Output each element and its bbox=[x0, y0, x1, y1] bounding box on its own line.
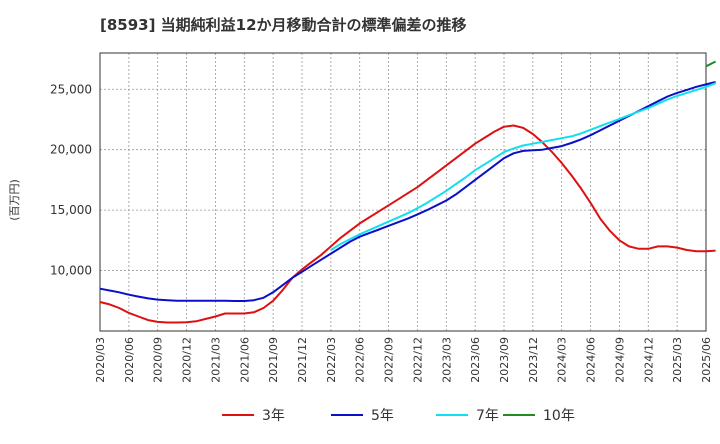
x-tick-label: 2025/03 bbox=[671, 337, 684, 383]
x-tick-label: 2021/06 bbox=[238, 337, 251, 383]
x-tick-label: 2024/09 bbox=[613, 337, 626, 383]
series-line-5年 bbox=[99, 81, 716, 302]
series-line-3年 bbox=[99, 124, 716, 324]
chart-title: [8593] 当期純利益12か月移動合計の標準偏差の推移 bbox=[100, 16, 467, 34]
x-tick-label: 2021/03 bbox=[209, 337, 222, 383]
x-tick-label: 2023/06 bbox=[469, 337, 482, 383]
plot-frame bbox=[99, 52, 707, 332]
x-tick-label: 2020/03 bbox=[94, 337, 107, 383]
x-tick-label: 2021/09 bbox=[267, 337, 280, 383]
x-tick-label: 2022/12 bbox=[411, 337, 424, 383]
x-tick-label: 2020/06 bbox=[123, 337, 136, 383]
x-tick-label: 2023/03 bbox=[440, 337, 453, 383]
legend-label: 5年 bbox=[371, 408, 394, 424]
y-tick-labels: 10,000 15,000 20,000 25,000 bbox=[50, 82, 92, 277]
y-tick-label: 10,000 bbox=[50, 264, 92, 278]
x-tick-labels: 2020/03 2020/06 2020/09 2020/12 2021/03 2021/… bbox=[94, 337, 713, 383]
series-line-10年 bbox=[705, 60, 717, 68]
y-axis-label: (百万円) bbox=[8, 179, 21, 221]
x-tick-label: 2022/09 bbox=[383, 337, 396, 383]
series-line-7年 bbox=[330, 82, 716, 251]
legend: 3年 5年 7年 10年 bbox=[222, 408, 575, 424]
legend-label: 10年 bbox=[543, 408, 575, 424]
x-tick-label: 2021/12 bbox=[296, 337, 309, 383]
legend-label: 3年 bbox=[262, 408, 285, 424]
y-tick-label: 25,000 bbox=[50, 82, 92, 96]
x-tick-label: 2020/09 bbox=[152, 337, 165, 383]
x-tick-label: 2024/12 bbox=[642, 337, 655, 383]
x-tick-label: 2023/09 bbox=[498, 337, 511, 383]
x-tick-label: 2024/06 bbox=[585, 337, 598, 383]
x-tick-label: 2022/03 bbox=[325, 337, 338, 383]
series-lines bbox=[99, 60, 717, 324]
x-tick-label: 2024/03 bbox=[556, 337, 569, 383]
x-tick-label: 2020/12 bbox=[181, 337, 194, 383]
grid bbox=[99, 53, 707, 331]
y-tick-label: 15,000 bbox=[50, 203, 92, 217]
legend-label: 7年 bbox=[476, 408, 499, 424]
y-tick-label: 20,000 bbox=[50, 143, 92, 157]
x-tick-label: 2022/06 bbox=[354, 337, 367, 383]
x-tick-label: 2025/06 bbox=[700, 337, 713, 383]
x-tick-label: 2023/12 bbox=[527, 337, 540, 383]
